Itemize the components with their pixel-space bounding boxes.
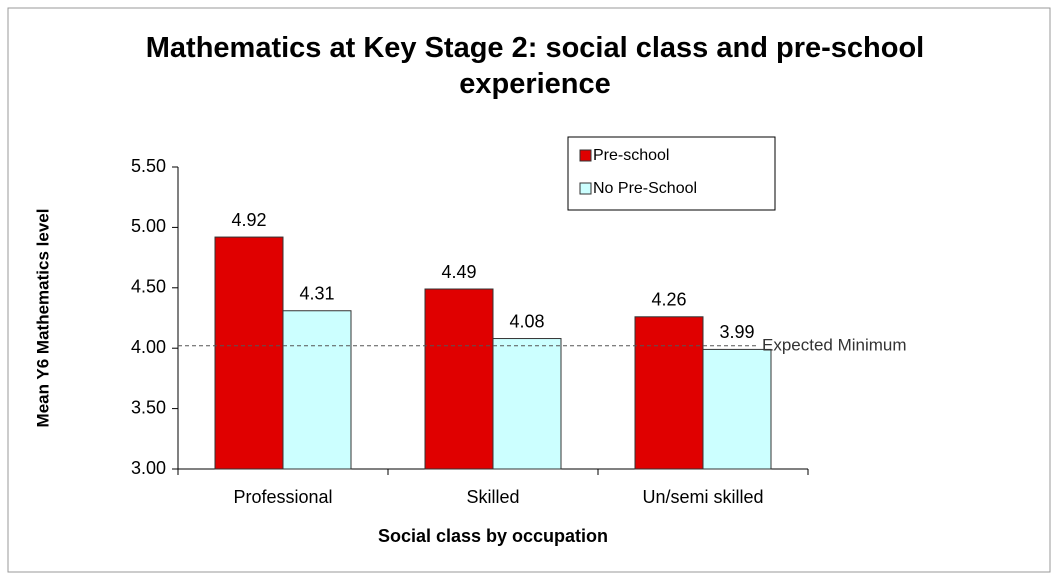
y-axis-title: Mean Y6 Mathematics level xyxy=(33,209,52,428)
x-tick-label: Skilled xyxy=(466,487,519,507)
data-label: 4.26 xyxy=(651,290,686,310)
chart-title: Mathematics at Key Stage 2: social class… xyxy=(145,32,925,100)
bar xyxy=(282,310,352,470)
reference-label: Expected Minimum xyxy=(762,335,907,354)
bar xyxy=(214,236,284,470)
data-label: 4.49 xyxy=(441,262,476,282)
bar xyxy=(492,338,562,470)
x-tick-label: Professional xyxy=(233,487,332,507)
bar xyxy=(634,316,704,470)
bar xyxy=(424,288,494,470)
y-tick-label: 5.50 xyxy=(131,156,166,176)
data-label: 4.31 xyxy=(299,284,334,304)
legend-swatch xyxy=(579,182,592,195)
legend-swatch xyxy=(579,149,592,162)
legend-label: No Pre-School xyxy=(593,180,697,197)
y-tick-label: 4.00 xyxy=(131,337,166,357)
data-label: 4.08 xyxy=(509,311,544,331)
chart-frame xyxy=(7,7,1051,573)
y-tick-label: 4.50 xyxy=(131,277,166,297)
data-label: 4.92 xyxy=(231,210,266,230)
legend-label: Pre-school xyxy=(593,147,669,164)
y-tick-label: 3.50 xyxy=(131,397,166,417)
x-axis-title: Social class by occupation xyxy=(378,526,608,546)
bar xyxy=(702,348,772,470)
data-label: 3.99 xyxy=(719,322,754,342)
legend-box xyxy=(567,136,776,211)
y-tick-label: 3.00 xyxy=(131,458,166,478)
x-tick-label: Un/semi skilled xyxy=(642,487,763,507)
y-tick-label: 5.00 xyxy=(131,216,166,236)
